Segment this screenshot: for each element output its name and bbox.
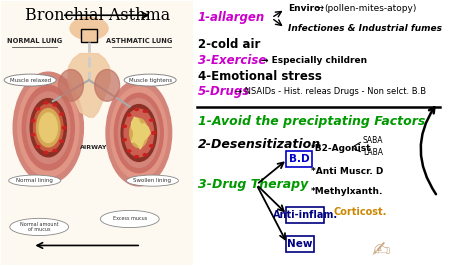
Ellipse shape	[4, 74, 56, 86]
Ellipse shape	[114, 93, 163, 173]
Circle shape	[123, 125, 126, 127]
Text: 4-Emotional stress: 4-Emotional stress	[198, 70, 321, 83]
FancyBboxPatch shape	[286, 236, 314, 252]
Circle shape	[143, 110, 147, 113]
Ellipse shape	[39, 113, 57, 143]
Ellipse shape	[95, 69, 119, 101]
Circle shape	[62, 127, 66, 129]
Circle shape	[31, 120, 35, 122]
Text: Enviro.: Enviro.	[288, 4, 324, 13]
Circle shape	[60, 140, 64, 142]
Text: (pollen-mites-atopy): (pollen-mites-atopy)	[324, 4, 417, 13]
Text: →: →	[315, 4, 323, 14]
Ellipse shape	[30, 99, 66, 157]
Circle shape	[70, 17, 108, 40]
FancyBboxPatch shape	[1, 1, 193, 265]
Ellipse shape	[130, 118, 148, 148]
Circle shape	[62, 127, 66, 129]
Circle shape	[150, 145, 153, 147]
Text: ✍: ✍	[372, 241, 390, 261]
Text: B.D: B.D	[289, 154, 310, 164]
Ellipse shape	[124, 74, 176, 86]
Ellipse shape	[27, 92, 70, 163]
Circle shape	[53, 149, 57, 152]
Text: Muscle relaxed: Muscle relaxed	[9, 78, 51, 82]
Text: 1-Avoid the preciptating Factors: 1-Avoid the preciptating Factors	[198, 115, 425, 128]
Text: 1-allargen: 1-allargen	[198, 11, 265, 24]
Text: NORMAL LUNG: NORMAL LUNG	[7, 38, 63, 44]
Polygon shape	[132, 117, 150, 149]
Ellipse shape	[34, 104, 63, 152]
Ellipse shape	[22, 85, 74, 170]
Circle shape	[31, 134, 35, 136]
Circle shape	[150, 119, 153, 121]
Text: LABA: LABA	[363, 148, 383, 157]
Text: Muscle tightens: Muscle tightens	[128, 78, 172, 82]
Text: Anti-inflam.: Anti-inflam.	[273, 210, 337, 220]
Text: Swollen lining: Swollen lining	[133, 178, 172, 183]
Circle shape	[123, 139, 126, 141]
Circle shape	[36, 146, 40, 148]
Text: *B2-Agonist: *B2-Agonist	[311, 144, 371, 153]
Text: Normal amount
of mucus: Normal amount of mucus	[20, 222, 59, 232]
Ellipse shape	[124, 109, 154, 157]
Ellipse shape	[10, 218, 69, 235]
Circle shape	[44, 102, 48, 104]
Circle shape	[36, 108, 40, 110]
Ellipse shape	[127, 175, 178, 186]
Circle shape	[135, 108, 138, 110]
Ellipse shape	[118, 99, 159, 167]
Ellipse shape	[121, 105, 156, 161]
Text: 5-Drugs: 5-Drugs	[198, 85, 250, 98]
Ellipse shape	[13, 72, 83, 183]
Circle shape	[135, 156, 138, 158]
Text: 2-cold air: 2-cold air	[198, 38, 260, 51]
FancyBboxPatch shape	[286, 151, 312, 167]
Ellipse shape	[58, 69, 83, 101]
Circle shape	[60, 113, 64, 115]
Circle shape	[127, 114, 131, 116]
Polygon shape	[68, 54, 110, 117]
Ellipse shape	[100, 210, 159, 228]
Ellipse shape	[106, 80, 172, 186]
Text: Bronchial Asthma: Bronchial Asthma	[26, 7, 171, 24]
Text: 3-Drug Therapy: 3-Drug Therapy	[198, 178, 308, 191]
Ellipse shape	[9, 175, 61, 186]
Circle shape	[143, 153, 147, 156]
Text: Normal lining: Normal lining	[16, 178, 53, 183]
Text: Corticost.: Corticost.	[333, 207, 387, 217]
Text: New: New	[287, 239, 313, 249]
FancyBboxPatch shape	[286, 207, 324, 223]
Text: *Anti Muscr. D: *Anti Muscr. D	[311, 167, 383, 176]
Circle shape	[127, 150, 131, 152]
Circle shape	[152, 132, 155, 134]
Text: Infectiones & Industrial fumes: Infectiones & Industrial fumes	[288, 24, 442, 33]
Text: Excess mucus: Excess mucus	[113, 217, 147, 222]
Text: *Methylxanth.: *Methylxanth.	[311, 187, 383, 196]
Text: 2-Desensitization: 2-Desensitization	[198, 138, 321, 151]
Text: ASTHMATIC LUNG: ASTHMATIC LUNG	[106, 38, 172, 44]
Ellipse shape	[36, 109, 60, 147]
Text: SABA: SABA	[363, 136, 383, 146]
Text: AIRWAY: AIRWAY	[80, 145, 107, 150]
Circle shape	[53, 104, 57, 106]
Circle shape	[152, 132, 155, 134]
Ellipse shape	[110, 87, 167, 179]
Text: → NSAIDs - Hist. releas Drugs - Non selct. B.B: → NSAIDs - Hist. releas Drugs - Non selc…	[235, 88, 426, 97]
Ellipse shape	[18, 79, 79, 177]
Circle shape	[44, 152, 48, 154]
Text: → Especially children: → Especially children	[261, 56, 367, 65]
FancyBboxPatch shape	[82, 29, 97, 42]
Text: 3-Exercise: 3-Exercise	[198, 54, 266, 67]
